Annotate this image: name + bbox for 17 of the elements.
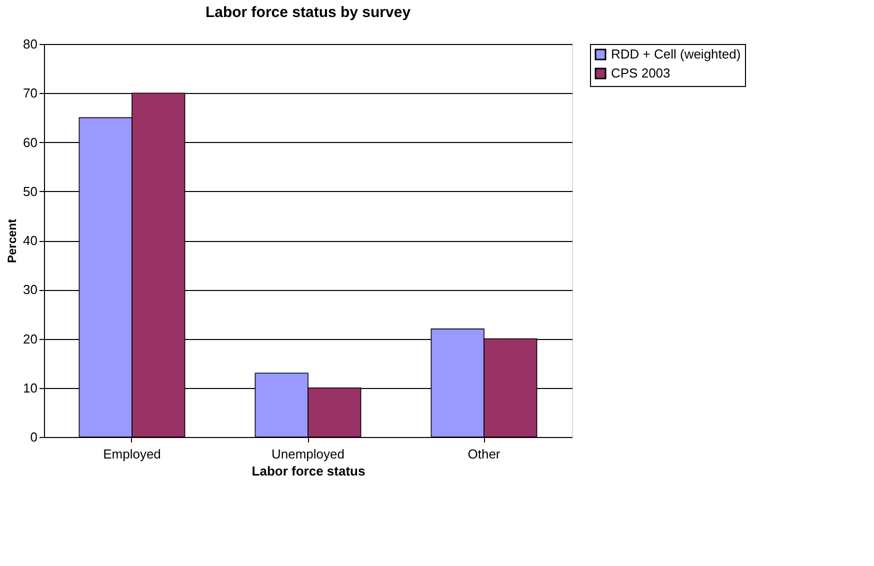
y-tick-label: 70 [23,86,38,101]
y-axis-title: Percent [5,218,20,264]
y-tick-label: 10 [23,380,38,396]
legend-label: CPS 2003 [611,66,670,80]
x-tick-label: Unemployed [272,446,344,462]
x-tick-label: Other [468,446,501,462]
x-tick-label: Employed [103,446,161,462]
y-tick-label: 50 [23,184,38,199]
x-axis-title: Labor force status [252,464,366,478]
chart-title: Labor force status by survey [205,4,412,21]
y-tick-label: 0 [30,430,38,444]
y-tick-label: 30 [23,282,38,298]
legend-label: RDD + Cell (weighted) [611,46,741,62]
y-tick-label: 40 [23,233,38,248]
y-tick-label: 60 [23,134,38,150]
y-tick-label: 80 [23,36,38,52]
y-tick-label: 20 [23,331,38,346]
